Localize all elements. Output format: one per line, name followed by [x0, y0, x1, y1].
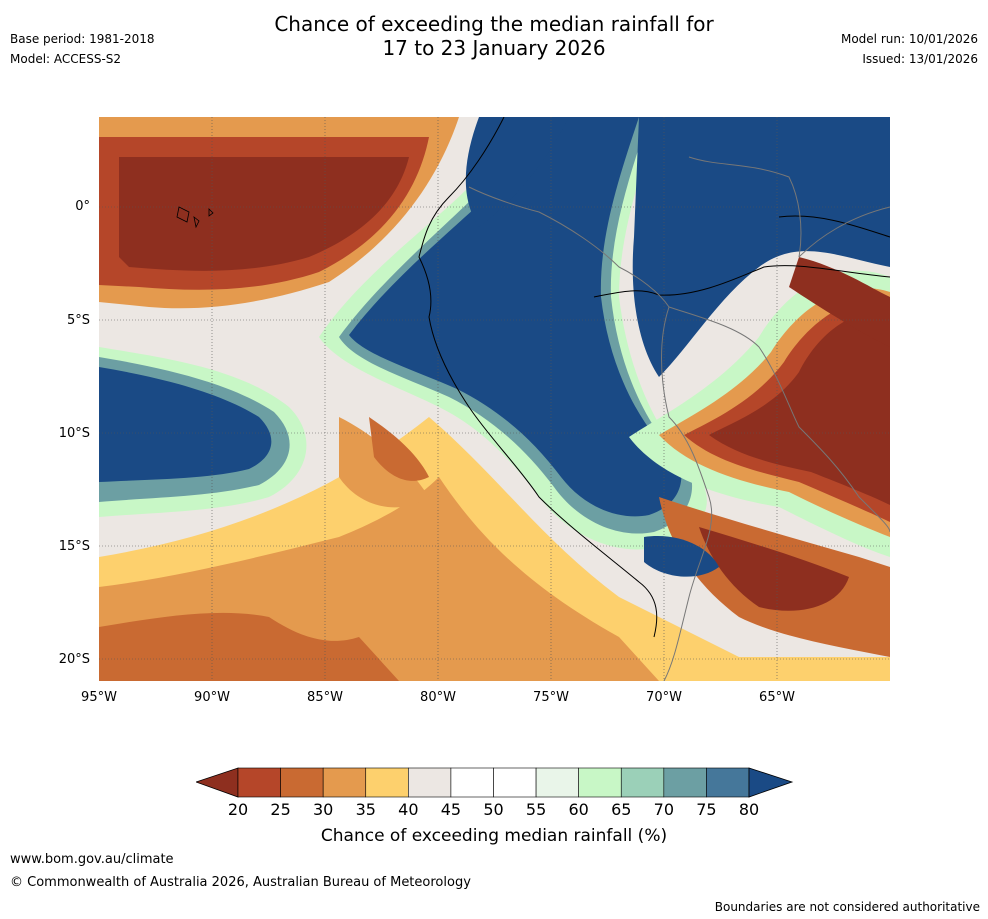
- coastline-west: [418, 117, 658, 638]
- colorbar: [196, 767, 794, 798]
- colorbar-tick-label: 60: [568, 800, 589, 819]
- field-80-ne: [632, 117, 890, 377]
- lon-label-85w: 85°W: [307, 690, 343, 705]
- border-colombia-venezuela: [688, 156, 802, 258]
- colorbar-tick-label: 40: [398, 800, 419, 819]
- lon-label-65w: 65°W: [759, 690, 795, 705]
- title-line-2: 17 to 23 January 2026: [382, 36, 606, 60]
- lat-label-5s: 5°S: [66, 313, 90, 328]
- colorbar-segment: [493, 767, 537, 798]
- colorbar-segment: [408, 767, 452, 798]
- colorbar-arrow-low: [196, 767, 239, 798]
- colorbar-tick-label: 75: [696, 800, 717, 819]
- colorbar-tick-label: 55: [525, 800, 547, 819]
- map-title: Chance of exceeding the median rainfall …: [0, 12, 988, 60]
- colorbar-segment: [365, 767, 409, 798]
- lon-label-90w: 90°W: [194, 690, 230, 705]
- coastline-amazon: [593, 265, 890, 298]
- model-info-left: Base period: 1981-2018 Model: ACCESS-S2: [10, 32, 155, 66]
- lat-label-15s: 15°S: [58, 539, 90, 554]
- title-line-1: Chance of exceeding the median rainfall …: [274, 12, 714, 36]
- lat-label-20s: 20°S: [58, 652, 90, 667]
- lat-label-10s: 10°S: [58, 426, 90, 441]
- colorbar-tick-label: 80: [738, 800, 760, 819]
- colorbar-segment: [620, 767, 665, 798]
- colorbar-segment: [280, 767, 324, 798]
- galapagos-islands: [176, 206, 214, 229]
- colorbar-label: Chance of exceeding median rainfall (%): [320, 826, 668, 846]
- field-20-nw: [119, 157, 409, 271]
- colorbar-tick-label: 50: [483, 800, 504, 819]
- rainfall-map: [99, 117, 890, 681]
- colorbar-tick-label: 20: [227, 800, 249, 819]
- field-80-central: [349, 117, 682, 517]
- lat-label-0: 0°: [75, 199, 90, 214]
- model-info-right: Model run: 10/01/2026 Issued: 13/01/2026: [841, 32, 978, 66]
- model-name: Model: ACCESS-S2: [10, 52, 122, 66]
- colorbar-segment: [450, 767, 494, 798]
- field-80-titicaca: [644, 536, 719, 577]
- colorbar-tick-label: 70: [653, 800, 674, 819]
- field-20-ne-blob: [789, 257, 890, 347]
- colorbar-tick-label: 30: [312, 800, 334, 819]
- colorbar-arrow-high: [748, 767, 794, 798]
- graticule: [99, 117, 890, 681]
- lon-label-70w: 70°W: [646, 690, 682, 705]
- lon-label-95w: 95°W: [81, 690, 117, 705]
- model-run: Model run: 10/01/2026: [840, 32, 978, 46]
- copyright-notice: © Commonwealth of Australia 2026, Austra…: [10, 875, 471, 890]
- colorbar-segments: [237, 767, 750, 798]
- coastline-north: [778, 215, 890, 238]
- colorbar-segment: [578, 767, 622, 798]
- issued-date: Issued: 13/01/2026: [862, 52, 978, 66]
- field-80-north: [465, 117, 569, 227]
- field-20-se: [699, 527, 849, 611]
- lon-label-80w: 80°W: [420, 690, 456, 705]
- field-80-west: [99, 367, 272, 482]
- lon-label-75w: 75°W: [533, 690, 569, 705]
- colorbar-segment: [663, 767, 707, 798]
- colorbar-segment: [706, 767, 750, 798]
- base-period: Base period: 1981-2018: [10, 32, 155, 46]
- website-url[interactable]: www.bom.gov.au/climate: [10, 852, 174, 867]
- field-20-east: [709, 311, 890, 505]
- border-peru-brazil: [468, 186, 713, 681]
- colorbar-tick-label: 35: [355, 800, 376, 819]
- colorbar-tick-label: 65: [611, 800, 632, 819]
- boundary-disclaimer: Boundaries are not considered authoritat…: [714, 900, 980, 914]
- rainfall-map-svg: [99, 117, 890, 681]
- colorbar-segment: [322, 767, 367, 798]
- border-guiana: [798, 206, 890, 258]
- field-30-south: [99, 612, 399, 681]
- colorbar-tick-label: 45: [440, 800, 462, 819]
- colorbar-segment: [535, 767, 579, 798]
- colorbar-segment: [237, 767, 281, 798]
- colorbar-tick-label: 25: [270, 800, 291, 819]
- border-bolivia-brazil: [668, 306, 890, 533]
